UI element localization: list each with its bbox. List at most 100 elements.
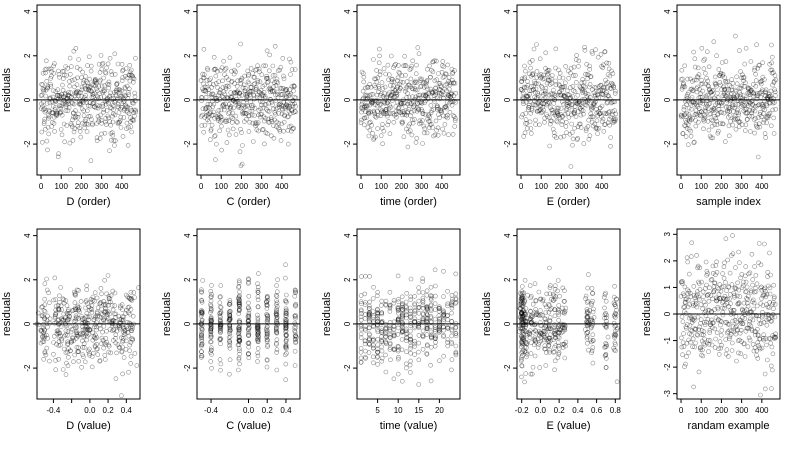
scatter-point [395,296,401,302]
scatter-point [443,71,449,77]
scatter-point [528,321,534,326]
scatter-point [721,264,727,270]
scatter-point [562,325,567,330]
scatter-point [362,85,368,91]
scatter-point [375,109,380,114]
scatter-point [744,101,750,107]
scatter-point [253,120,259,125]
scatter-point [531,342,537,348]
scatter-point [443,114,449,119]
scatter-point [206,119,212,124]
scatter-point [366,120,372,126]
scatter-point [65,363,71,369]
scatter-point [236,331,242,337]
scatter-point [389,98,395,103]
scatter-point [408,350,413,356]
scatter-point [88,114,93,119]
scatter-point [601,87,607,93]
scatter-point [128,353,134,359]
scatter-point [424,306,430,312]
scatter-point [720,271,725,276]
scatter-point [128,72,134,78]
scatter-point [83,74,88,79]
scatter-point [199,338,205,344]
scatter-point [212,67,218,72]
scatter-point [284,344,289,350]
scatter-point [683,96,689,102]
scatter-point [428,334,434,339]
scatter-point [748,101,753,106]
scatter-point [737,85,743,91]
scatter-point [263,326,269,332]
scatter-point [441,317,447,322]
scatter-point [224,75,229,80]
scatter-point [84,310,90,316]
scatter-point [408,339,413,345]
scatter-point [548,338,554,343]
scatter-point [133,109,139,115]
scatter-point [749,252,755,257]
scatter-point [274,89,280,95]
scatter-point [74,315,79,320]
scatter-point [276,102,282,107]
scatter-point [714,118,720,124]
scatter-point [370,314,376,320]
scatter-point [702,108,708,113]
scatter-point [262,141,267,147]
scatter-point [255,304,261,309]
scatter-point [273,106,279,112]
scatter-point [110,288,116,294]
scatter-point [92,78,98,84]
scatter-point [255,284,261,290]
scatter-point [217,335,223,341]
scatter-point [51,70,57,76]
scatter-point [121,325,127,331]
scatter-point [255,326,260,331]
scatter-point [522,130,528,136]
scatter-point [252,81,258,86]
scatter-point [395,308,401,313]
scatter-point [706,87,712,93]
scatter-point [111,90,117,95]
scatter-point [730,94,736,100]
scatter-point [399,314,405,319]
scatter-point [449,327,455,332]
scatter-point [432,78,438,84]
scatter-point [527,88,533,93]
scatter-point [406,123,412,129]
scatter-point [370,296,376,301]
scatter-point [112,51,118,57]
scatter-point [358,331,364,337]
scatter-point [449,90,455,96]
scatter-point [757,124,763,130]
scatter-point [258,91,264,96]
scatter-point [213,157,218,162]
scatter-point [227,313,233,319]
scatter-point [274,306,279,312]
scatter-point [101,107,107,112]
scatter-point [597,105,603,111]
scatter-point [207,102,213,107]
scatter-point [41,314,47,320]
scatter-point [419,107,424,112]
scatter-point [767,291,773,297]
scatter-point [222,67,228,72]
scatter-point [229,79,234,85]
scatter-point [209,334,214,340]
scatter-point [217,87,223,93]
scatter-point [213,73,219,79]
scatter-point [120,344,125,350]
x-axis-label: D (order) [66,196,110,208]
scatter-point [82,333,88,338]
scatter-point [199,336,204,342]
scatter-point [696,369,702,375]
scatter-point [446,86,452,92]
scatter-point [200,106,206,111]
scatter-point [387,303,393,308]
scatter-point [116,105,121,110]
scatter-point [45,335,51,341]
scatter-point [293,288,298,293]
scatter-point [43,108,49,113]
scatter-point [420,315,426,321]
scatter-point [714,259,719,265]
